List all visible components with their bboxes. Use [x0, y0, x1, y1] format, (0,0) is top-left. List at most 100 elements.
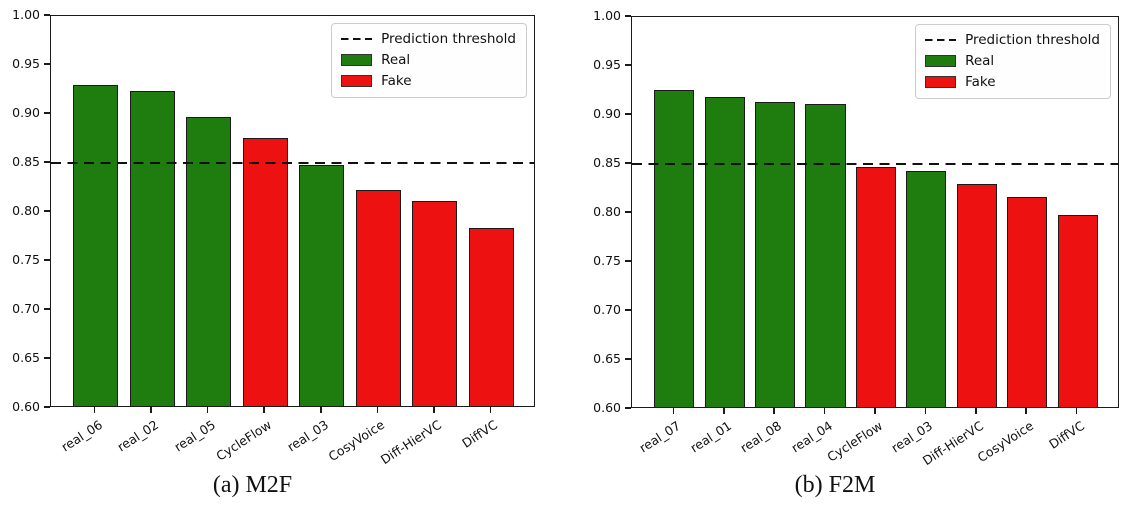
- y-tick-mark: [44, 406, 50, 408]
- legend-item-fake: Fake: [925, 74, 1100, 90]
- y-tick-label: 0.70: [593, 302, 621, 317]
- legend-label-threshold: Prediction threshold: [965, 32, 1100, 48]
- y-tick-mark: [625, 358, 631, 360]
- y-tick-mark: [625, 162, 631, 164]
- bar-Diff-HierVC: [412, 201, 458, 406]
- x-tick-mark: [823, 408, 826, 414]
- real-color-swatch: [341, 54, 373, 66]
- legend: Prediction threshold Real Fake: [331, 23, 527, 98]
- bar-real_01: [704, 97, 745, 407]
- x-tick-mark: [874, 408, 876, 414]
- y-tick-label: 0.95: [12, 56, 40, 71]
- y-tick-label: 0.85: [593, 155, 621, 170]
- x-tick-label: DiffVC: [459, 416, 501, 451]
- x-tick-mark: [723, 408, 725, 414]
- y-tick-label: 0.80: [12, 203, 40, 218]
- legend-label-fake: Fake: [965, 74, 996, 90]
- bar-DiffVC: [1057, 214, 1098, 407]
- subfigure-caption: (b) F2M: [794, 472, 876, 498]
- bar-real_08: [755, 102, 796, 407]
- y-tick-mark: [44, 14, 50, 16]
- dashed-line-sample-icon: [341, 37, 373, 41]
- x-tick-mark: [924, 408, 927, 414]
- bar-real_03: [906, 170, 947, 407]
- y-tick-label: 0.60: [12, 399, 40, 414]
- x-tick-label: real_08: [737, 417, 785, 456]
- y-tick-mark: [44, 63, 50, 65]
- bar-CycleFlow: [855, 166, 897, 407]
- y-tick-mark: [625, 64, 631, 66]
- x-tick-label: real_02: [114, 416, 162, 455]
- real-color-swatch: [925, 55, 957, 67]
- x-tick-label: real_05: [171, 416, 218, 455]
- bar-CosyVoice: [355, 190, 401, 406]
- legend-item-real: Real: [925, 53, 1100, 69]
- x-tick-mark: [263, 407, 265, 413]
- plot-box: Prediction threshold Real Fake: [631, 16, 1119, 408]
- x-tick-mark: [93, 407, 96, 413]
- y-tick-label: 0.85: [12, 154, 40, 169]
- bar-real_06: [73, 84, 119, 406]
- y-tick-mark: [44, 308, 50, 310]
- x-tick-mark: [1075, 408, 1078, 414]
- subfigure-caption: (a) M2F: [212, 472, 293, 498]
- y-tick-label: 0.90: [12, 105, 40, 120]
- legend-label-fake: Fake: [381, 73, 412, 89]
- fake-color-swatch: [341, 75, 373, 87]
- x-tick-label: real_03: [284, 416, 331, 455]
- bar-CycleFlow: [242, 137, 288, 406]
- x-tick-label: real_01: [687, 417, 734, 456]
- x-tick-mark: [489, 407, 492, 413]
- x-tick-label: CycleFlow: [213, 416, 275, 464]
- y-tick-mark: [44, 161, 50, 163]
- legend-item-fake: Fake: [341, 73, 516, 89]
- legend: Prediction threshold Real Fake: [915, 24, 1111, 99]
- bar-real_02: [129, 91, 175, 406]
- x-tick-mark: [206, 407, 209, 413]
- y-tick-mark: [44, 357, 50, 359]
- x-tick-label: CosyVoice: [974, 417, 1037, 466]
- y-tick-mark: [625, 15, 631, 17]
- subfigure-f2m: Prediction threshold Real Fake 1.00 0.95 0…: [565, 0, 1130, 512]
- legend-item-threshold: Prediction threshold: [341, 31, 516, 47]
- y-tick-mark: [625, 407, 631, 409]
- y-tick-label: 0.60: [593, 400, 621, 415]
- y-tick-mark: [44, 112, 50, 114]
- x-tick-label: CosyVoice: [325, 416, 388, 465]
- bar-DiffVC: [468, 227, 514, 406]
- legend-item-threshold: Prediction threshold: [925, 32, 1100, 48]
- y-tick-mark: [625, 113, 631, 115]
- x-tick-mark: [376, 407, 379, 413]
- bar-CosyVoice: [1007, 197, 1048, 407]
- threshold-line: [51, 162, 534, 165]
- y-tick-label: 0.70: [12, 301, 40, 316]
- x-tick-mark: [773, 408, 775, 414]
- y-tick-mark: [625, 211, 631, 213]
- y-tick-label: 0.80: [593, 204, 621, 219]
- bar-Diff-HierVC: [956, 183, 997, 407]
- x-tick-mark: [672, 408, 675, 414]
- bar-real_05: [186, 116, 232, 406]
- x-tick-label: real_06: [58, 416, 105, 455]
- y-tick-label: 1.00: [12, 7, 40, 22]
- dashed-line-sample-icon: [925, 38, 957, 42]
- legend-label-threshold: Prediction threshold: [381, 31, 516, 47]
- bar-real_04: [805, 104, 846, 407]
- y-tick-mark: [625, 309, 631, 311]
- x-tick-label: DiffVC: [1045, 417, 1087, 452]
- y-tick-label: 0.75: [12, 252, 40, 267]
- fake-color-swatch: [925, 76, 957, 88]
- x-tick-label: CycleFlow: [824, 417, 886, 465]
- y-tick-label: 0.95: [593, 57, 621, 72]
- y-tick-mark: [625, 260, 631, 262]
- x-tick-mark: [1025, 408, 1027, 414]
- legend-item-real: Real: [341, 52, 516, 68]
- legend-label-real: Real: [381, 52, 411, 68]
- bar-real_03: [299, 164, 345, 406]
- x-tick-label: Diff-HierVC: [377, 416, 444, 468]
- legend-label-real: Real: [965, 53, 995, 69]
- y-tick-label: 1.00: [593, 8, 621, 23]
- x-tick-label: real_07: [636, 417, 684, 456]
- bar-real_07: [654, 89, 695, 407]
